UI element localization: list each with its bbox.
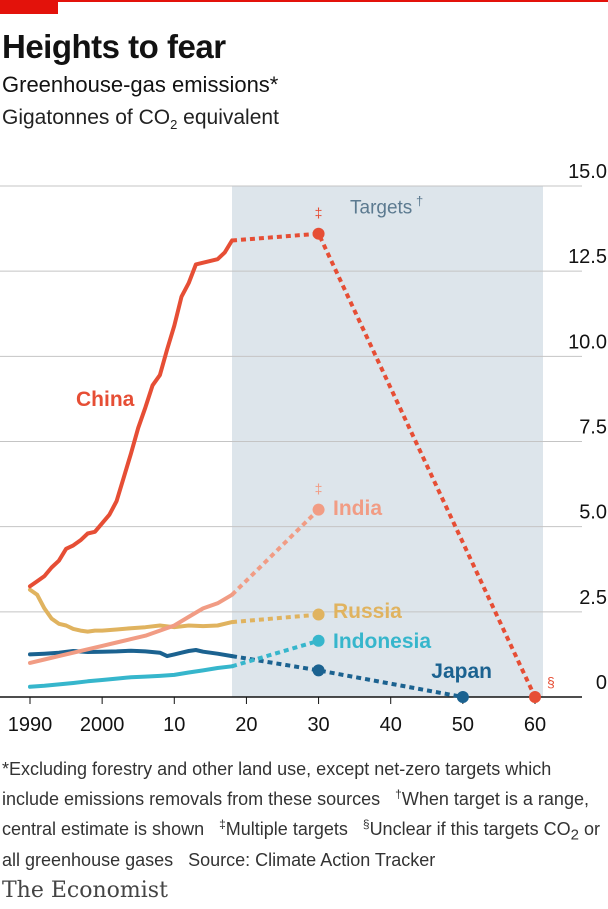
brand-red-tag (0, 0, 58, 14)
y-tick-label: 12.5 (568, 246, 607, 268)
russia-series-line (28, 587, 234, 634)
china-target-mark: § (547, 674, 555, 690)
y-tick-label: 15.0 (568, 161, 607, 183)
chart-title: Heights to fear (2, 28, 226, 65)
x-tick-label: 60 (524, 714, 546, 736)
y-tick-label: 7.5 (579, 417, 607, 439)
china-target-line (231, 231, 537, 698)
india-series-label: India (333, 497, 382, 520)
series-layer (28, 227, 541, 703)
footnote-part-3: Multiple targets (225, 819, 348, 839)
china-target-point (529, 691, 541, 703)
unit-sub: 2 (170, 117, 178, 133)
indonesia-series-label: Indonesia (333, 630, 431, 653)
footnote-part-4: Unclear if this targets CO (369, 819, 571, 839)
targets-band-label: Targets (350, 197, 412, 218)
x-tick-label: 30 (307, 714, 329, 736)
x-tick-label: 50 (452, 714, 474, 736)
indonesia-series-line (28, 664, 234, 689)
footnote-sub: 2 (570, 826, 579, 844)
india-target-point (312, 503, 325, 516)
source-note: Source: Climate Action Tracker (188, 849, 436, 870)
y-tick-label: 0 (596, 672, 607, 694)
footnote-part-5: or all greenhouse gases (2, 819, 600, 870)
chart-subtitle: Greenhouse-gas emissions* (2, 72, 279, 97)
x-tick-label: 2000 (80, 714, 125, 736)
japan-target-point (456, 691, 469, 703)
unit-post: equivalent (177, 106, 279, 129)
footnote-part-2: When target is a range, central estimate… (2, 789, 589, 839)
section-mark: § (362, 817, 370, 831)
china-target-mark: ‡ (315, 205, 323, 221)
dagger-mark: † (395, 787, 402, 801)
x-tick-label: 20 (235, 714, 257, 736)
y-tick-label: 10.0 (568, 331, 607, 353)
y-tick-label: 2.5 (579, 587, 607, 609)
unit-pre: Gigatonnes of CO (2, 106, 171, 129)
emissions-chart: Targets † 0 2.5 5.0 7.5 10.0 12.5 15.0 1990 2000 1… (0, 161, 607, 736)
publisher-logo: The Economist (2, 878, 168, 903)
targets-band-mark: † (416, 193, 423, 208)
japan-target-point (312, 664, 325, 677)
india-series-line (28, 592, 234, 665)
double-dagger-mark: ‡ (219, 817, 226, 831)
india-target-mark: ‡ (315, 481, 323, 497)
japan-target-line (231, 654, 464, 699)
footnote: *Excluding forestry and other land use, … (2, 757, 606, 873)
indonesia-target-point (312, 634, 325, 647)
china-target-point (312, 227, 325, 240)
china-series-label: China (76, 388, 135, 411)
indonesia-target-line (231, 638, 320, 669)
x-tick-label: 40 (380, 714, 402, 736)
russia-target-point (312, 608, 325, 621)
grid-layer: 0 2.5 5.0 7.5 10.0 12.5 15.0 1990 2000 10 20 30 40 50… (0, 161, 607, 736)
x-tick-label: 1990 (8, 714, 53, 736)
russia-series-label: Russia (333, 600, 402, 623)
japan-series-label: Japan (431, 660, 492, 683)
top-rule (0, 0, 608, 2)
x-tick-label: 10 (163, 714, 185, 736)
russia-target-line (231, 612, 319, 625)
india-target-line (230, 508, 321, 597)
y-tick-label: 5.0 (579, 502, 607, 524)
chart-unit: Gigatonnes of CO2 equivalent (2, 106, 279, 132)
footnote-part-1: *Excluding forestry and other land use, … (2, 759, 552, 809)
china-series-line (28, 238, 234, 589)
